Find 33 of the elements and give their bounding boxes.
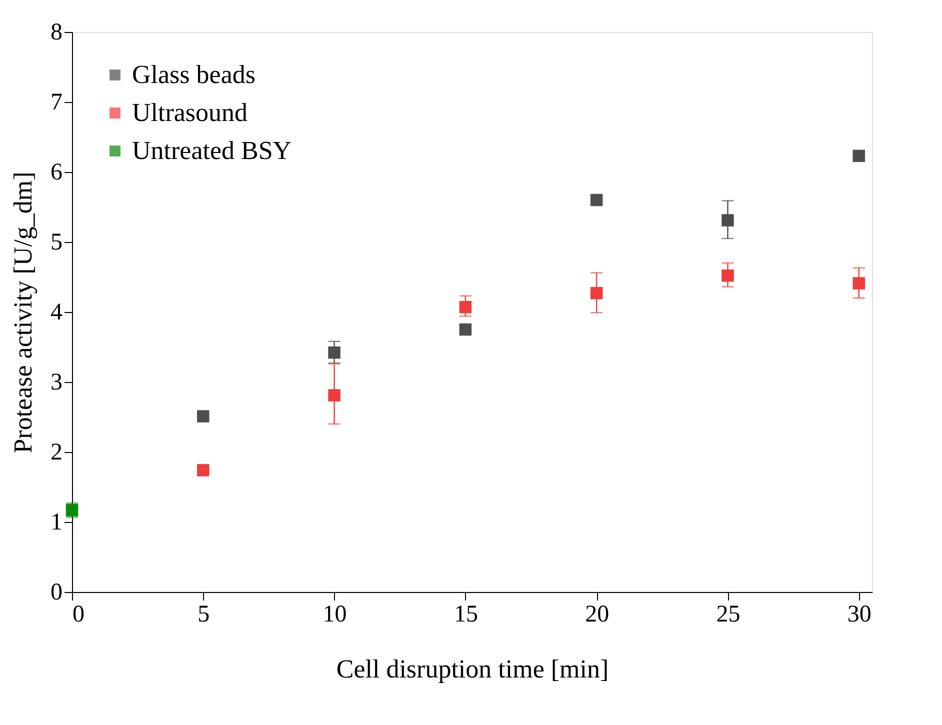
y-tick-label: 2 (50, 440, 62, 466)
legend-label: Ultrasound (132, 98, 248, 127)
point (459, 300, 472, 314)
x-tick-label: 5 (198, 602, 210, 628)
point (590, 194, 603, 206)
point (197, 410, 210, 422)
x-tick-label: 10 (322, 602, 347, 628)
x-axis-title: Cell disruption time [min] (336, 654, 609, 684)
y-tick-label: 3 (50, 370, 62, 396)
x-tick-label: 30 (847, 602, 872, 628)
point (722, 269, 734, 282)
point (328, 346, 340, 359)
x-tick-label: 25 (716, 602, 740, 628)
point (328, 389, 340, 402)
point (852, 150, 866, 162)
y-axis-title: Protease activity [U/g_dm] (8, 172, 38, 454)
legend-label: Glass beads (132, 60, 256, 89)
x-tick-label: 20 (585, 602, 610, 628)
y-tick-label: 0 (50, 580, 62, 606)
y-tick-label: 6 (50, 160, 62, 186)
point (722, 214, 734, 226)
y-tick-label: 8 (50, 20, 62, 46)
point (197, 464, 210, 476)
point (852, 277, 866, 290)
point (590, 286, 603, 300)
y-tick-label: 7 (50, 90, 62, 116)
y-tick-label: 1 (50, 510, 62, 536)
legend-label: Untreated BSY (132, 136, 292, 165)
x-tick-label: 0 (72, 602, 84, 628)
x-tick-label: 15 (454, 602, 478, 628)
y-tick-label: 4 (50, 300, 62, 326)
y-tick-label: 5 (50, 230, 62, 256)
point (459, 323, 472, 336)
